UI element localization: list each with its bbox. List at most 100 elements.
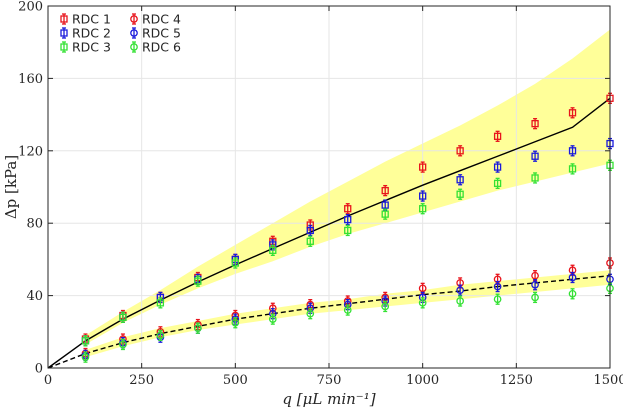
square-marker — [493, 163, 502, 171]
y-axis-ticks: 0 40 80 120 160 200 — [18, 0, 610, 377]
data-point-rdc-1 — [531, 118, 539, 130]
circle-marker — [456, 297, 464, 305]
circle-marker — [568, 273, 577, 282]
circle-marker — [531, 293, 539, 302]
square-marker — [568, 109, 577, 117]
legend-item-rdc-6: RDC 6 — [130, 40, 181, 55]
data-point-rdc-6 — [156, 329, 165, 342]
circle-marker — [119, 340, 127, 349]
square-marker — [156, 299, 165, 307]
circle-marker — [130, 43, 138, 51]
model-upper-curve — [47, 97, 611, 369]
legend-marker — [60, 41, 68, 53]
x-axis-ticks: 0 250 500 750 1000 1250 1500 — [44, 6, 623, 388]
square-marker — [531, 152, 539, 160]
data-point-rdc-2 — [456, 174, 464, 186]
data-point-rdc-2 — [531, 150, 539, 162]
legend-item-rdc-3: RDC 3 — [60, 40, 111, 55]
x-tick-label: 750 — [317, 373, 342, 388]
circle-marker — [306, 309, 315, 318]
data-point-rdc-3 — [531, 172, 539, 184]
data-point-rdc-1 — [568, 107, 577, 119]
data-point-rdc-6 — [381, 300, 390, 313]
square-marker — [194, 277, 202, 285]
square-marker — [456, 147, 464, 155]
legend-item-rdc-1: RDC 1 — [60, 12, 111, 27]
data-point-rdc-3 — [231, 257, 239, 269]
legend-item-rdc-5: RDC 5 — [130, 26, 181, 41]
y-tick-label: 120 — [18, 144, 43, 159]
model-lower-curve — [47, 274, 611, 369]
circle-marker — [130, 15, 138, 23]
data-point-rdc-6 — [194, 322, 202, 334]
data-point-rdc-2 — [344, 213, 352, 226]
square-marker — [381, 210, 389, 218]
circle-marker — [531, 271, 539, 280]
square-marker — [269, 246, 277, 255]
circle-marker — [343, 306, 352, 314]
series-rdc-6 — [81, 282, 614, 363]
circle-marker — [194, 324, 202, 333]
square-marker — [81, 337, 90, 345]
square-marker — [60, 29, 68, 37]
legend-label: RDC 1 — [72, 12, 111, 27]
data-point-rdc-3 — [381, 208, 389, 220]
square-marker — [568, 147, 577, 155]
data-point-rdc-1 — [456, 145, 464, 157]
data-point-rdc-1 — [381, 184, 389, 197]
data-point-rdc-6 — [456, 295, 464, 307]
circle-marker — [568, 289, 577, 298]
legend-label: RDC 5 — [142, 26, 181, 41]
square-marker — [306, 237, 314, 245]
data-point-rdc-5 — [568, 271, 577, 284]
circle-marker — [456, 286, 464, 295]
circle-marker — [130, 29, 138, 37]
legend-marker — [60, 27, 68, 39]
y-tick-label: 0 — [35, 362, 43, 377]
legend-label: RDC 2 — [72, 26, 111, 41]
circle-marker — [156, 331, 165, 340]
square-marker — [344, 205, 352, 213]
square-marker — [60, 43, 68, 51]
square-marker — [493, 132, 502, 140]
data-point-rdc-6 — [81, 351, 90, 363]
legend-marker — [130, 27, 138, 39]
legend-label: RDC 6 — [142, 40, 181, 55]
square-marker — [381, 186, 389, 195]
square-marker — [344, 215, 352, 224]
x-tick-label: 1000 — [406, 373, 439, 388]
legend-marker — [60, 13, 68, 25]
data-point-rdc-6 — [568, 288, 577, 300]
x-tick-label: 0 — [44, 373, 52, 388]
square-marker — [119, 313, 127, 321]
square-marker — [60, 15, 68, 23]
data-point-rdc-3 — [568, 163, 577, 175]
square-marker — [493, 179, 502, 188]
data-point-rdc-2 — [306, 224, 314, 237]
model-curves — [47, 97, 611, 369]
data-point-rdc-3 — [456, 188, 464, 200]
x-tick-label: 500 — [223, 373, 248, 388]
data-point-rdc-6 — [119, 338, 127, 351]
data-point-rdc-1 — [344, 203, 352, 215]
band-upper — [85, 29, 610, 345]
circle-marker — [493, 282, 502, 291]
x-axis-label: q [μL min⁻¹] — [282, 390, 375, 408]
y-tick-label: 80 — [26, 217, 43, 232]
circle-marker — [268, 315, 277, 323]
square-marker — [456, 176, 464, 184]
square-marker — [344, 226, 352, 235]
circle-marker — [493, 295, 502, 304]
data-point-rdc-6 — [231, 317, 240, 329]
square-marker — [231, 259, 239, 267]
square-marker — [306, 226, 314, 235]
data-point-rdc-3 — [81, 335, 90, 347]
x-tick-label: 1500 — [593, 373, 623, 388]
legend-label: RDC 4 — [142, 12, 181, 27]
data-point-rdc-3 — [493, 177, 502, 190]
y-tick-label: 200 — [18, 0, 43, 15]
circle-marker — [531, 280, 539, 289]
legend-item-rdc-4: RDC 4 — [130, 12, 181, 27]
data-point-rdc-3 — [344, 224, 352, 237]
